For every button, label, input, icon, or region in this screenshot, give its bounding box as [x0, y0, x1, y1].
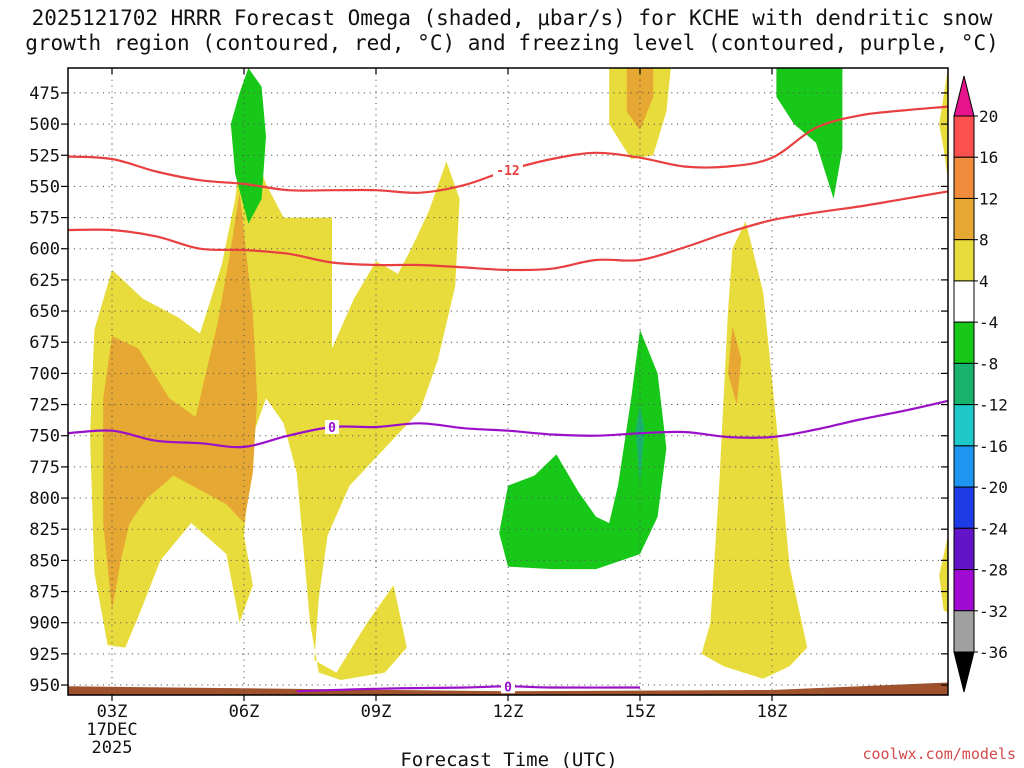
colorbar-label: -4 [979, 313, 998, 332]
omega-region-9 [499, 329, 667, 570]
colorbar-label: 12 [979, 189, 998, 208]
colorbar-segment [953, 115, 975, 158]
colorbar-top-arrow [953, 75, 975, 117]
colorbar-label: 4 [979, 272, 989, 291]
y-tick-label: 900 [29, 614, 60, 634]
color-legend: 20 16 12 8 4 -4 -8 -12 -16 -20 -24 -28 -32 -36 [953, 75, 1008, 693]
y-tick-label: 625 [29, 271, 60, 291]
terrain-layer [68, 682, 948, 695]
y-tick-label: 850 [29, 551, 60, 571]
colorbar-label: 8 [979, 231, 989, 250]
colorbar-label: -36 [979, 643, 1008, 662]
x-tick-label: 18Z [757, 702, 788, 722]
y-tick-label: 675 [29, 333, 60, 353]
omega-shading-layer [90, 68, 948, 681]
colorbar-segment [953, 362, 975, 406]
x-tick-label: 09Z [361, 702, 392, 722]
colorbar-label: 20 [979, 107, 998, 126]
y-tick-label: 775 [29, 458, 60, 478]
colorbar-label: 16 [979, 148, 998, 167]
isotherm-label: 0 [504, 680, 512, 695]
omega-region-7 [728, 326, 742, 405]
omega-region-4 [939, 535, 948, 613]
terrain-fill [68, 682, 948, 695]
y-tick-label: 475 [29, 84, 60, 104]
isotherm-line-1 [68, 190, 948, 272]
colorbar-label: -32 [979, 602, 1008, 621]
colorbar-segment [953, 321, 975, 364]
x-axis-label: Forecast Time (UTC) [400, 749, 617, 768]
colorbar-label: -28 [979, 561, 1008, 580]
isotherm-label-bg [493, 163, 523, 178]
colorbar-label: -8 [979, 354, 998, 373]
colorbar-segment [953, 610, 975, 653]
isotherm-label-bg [325, 419, 339, 434]
y-tick-label: 575 [29, 209, 60, 229]
colorbar-bottom-arrow [953, 651, 975, 693]
colorbar-segment [953, 280, 975, 323]
y-tick-label: 500 [29, 115, 60, 135]
x-tick-label: 15Z [625, 702, 656, 722]
y-tick-label: 825 [29, 520, 60, 540]
isotherm-layer: -12 0 0 [68, 105, 948, 695]
omega-region-0 [90, 124, 460, 681]
colorbar-segment [953, 569, 975, 612]
pressure-axis: 475 500 525 550 575 600 625 650 675 700 725 750 775 8… [29, 84, 948, 696]
colorbar-label: -12 [979, 396, 1008, 415]
y-tick-label: 800 [29, 489, 60, 509]
colorbar-segment [953, 239, 975, 282]
y-tick-label: 525 [29, 146, 60, 166]
omega-region-6 [626, 68, 654, 131]
colorbar-segment [953, 445, 975, 488]
y-tick-label: 875 [29, 583, 60, 603]
colorbar-segment [953, 197, 975, 241]
chart-title-line-2: growth region (contoured, red, °C) and f… [25, 31, 999, 55]
y-tick-label: 550 [29, 177, 60, 197]
colorbar-label: -24 [979, 519, 1008, 538]
colorbar-label: -20 [979, 478, 1008, 497]
y-tick-label: 725 [29, 396, 60, 416]
isotherm-label: 0 [328, 421, 336, 436]
omega-region-5 [103, 192, 258, 611]
isotherm-label: -12 [496, 164, 519, 179]
colorbar-segment [953, 156, 975, 199]
x-tick-label: 12Z [493, 702, 524, 722]
omega-region-10 [776, 68, 843, 199]
y-tick-label: 650 [29, 302, 60, 322]
isotherm-line-3 [296, 685, 641, 693]
y-tick-label: 700 [29, 364, 60, 384]
x-tick-label: 06Z [229, 702, 260, 722]
colorbar-segment [953, 486, 975, 529]
y-tick-label: 750 [29, 427, 60, 447]
credit-text: coolwx.com/models [862, 745, 1016, 763]
y-tick-label: 950 [29, 676, 60, 696]
date-label: 17DEC [86, 720, 137, 740]
isotherm-line-2 [68, 399, 948, 449]
chart-title-line-1: 2025121702 HRRR Forecast Omega (shaded, … [31, 6, 993, 30]
colorbar-segment [953, 527, 975, 571]
colorbar-label: -16 [979, 437, 1008, 456]
y-tick-label: 925 [29, 645, 60, 665]
isotherm-label-bg [501, 679, 515, 694]
colorbar-segment [953, 404, 975, 447]
date-label: 2025 [92, 738, 133, 758]
x-tick-label: 03Z [97, 702, 128, 722]
omega-region-2 [701, 221, 808, 679]
y-tick-label: 600 [29, 240, 60, 260]
